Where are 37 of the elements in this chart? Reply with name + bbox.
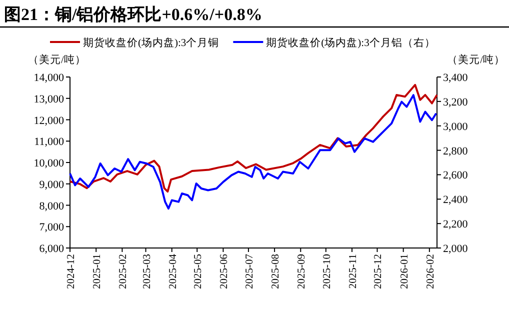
y-tick-label: 7,000 <box>39 222 64 234</box>
x-tick-label: 2025-04 <box>168 253 179 289</box>
y-tick-label: 10,000 <box>34 158 64 170</box>
y2-tick-label: 3,000 <box>443 120 468 133</box>
x-tick-label: 2025-02 <box>118 254 130 289</box>
y-tick-label: 11,000 <box>34 136 64 148</box>
y2-tick-label: 2,000 <box>443 243 468 255</box>
x-tick-label: 2025-01 <box>92 254 104 289</box>
title: 图21：铜/铝价格环比+0.6%/+0.8% <box>4 5 262 24</box>
x-tick-label: 2025-03 <box>142 254 153 289</box>
y2-axis-title: （美元/吨） <box>447 53 505 66</box>
y-tick-label: 14,000 <box>34 72 64 84</box>
x-tick-label: 2025-12 <box>373 254 384 289</box>
x-tick-label: 2025-09 <box>296 254 308 289</box>
x-tick-label: 2024-12 <box>66 254 77 289</box>
y2-tick-label: 2,400 <box>443 194 468 206</box>
x-tick-label: 2025-08 <box>270 254 282 289</box>
x-tick-label: 2025-05 <box>193 254 204 289</box>
legend-label: 期货收盘价(场内盘):3个月铜 <box>83 36 220 49</box>
y-tick-label: 12,000 <box>34 114 64 127</box>
y-tick-label: 8,000 <box>39 200 64 212</box>
y2-tick-label: 3,400 <box>443 72 468 84</box>
x-tick-label: 2026-01 <box>399 254 410 289</box>
x-tick-label: 2026-02 <box>425 254 436 289</box>
legend-label: 期货收盘价(场内盘):3个月铝（右） <box>266 36 436 49</box>
y2-tick-label: 3,200 <box>443 96 468 108</box>
x-tick-label: 2025-06 <box>219 254 230 289</box>
y-axis-title: （美元/吨） <box>28 53 86 66</box>
x-tick-label: 2025-11 <box>348 254 359 289</box>
y2-tick-label: 2,600 <box>443 170 468 182</box>
y-tick-label: 13,000 <box>34 93 64 106</box>
y-tick-label: 6,000 <box>39 243 64 255</box>
y-tick-label: 9,000 <box>39 178 64 191</box>
x-tick-label: 2025-07 <box>244 254 256 289</box>
x-tick-label: 2025-10 <box>322 254 333 289</box>
y2-tick-label: 2,200 <box>443 218 468 231</box>
y2-tick-label: 2,800 <box>443 145 468 158</box>
